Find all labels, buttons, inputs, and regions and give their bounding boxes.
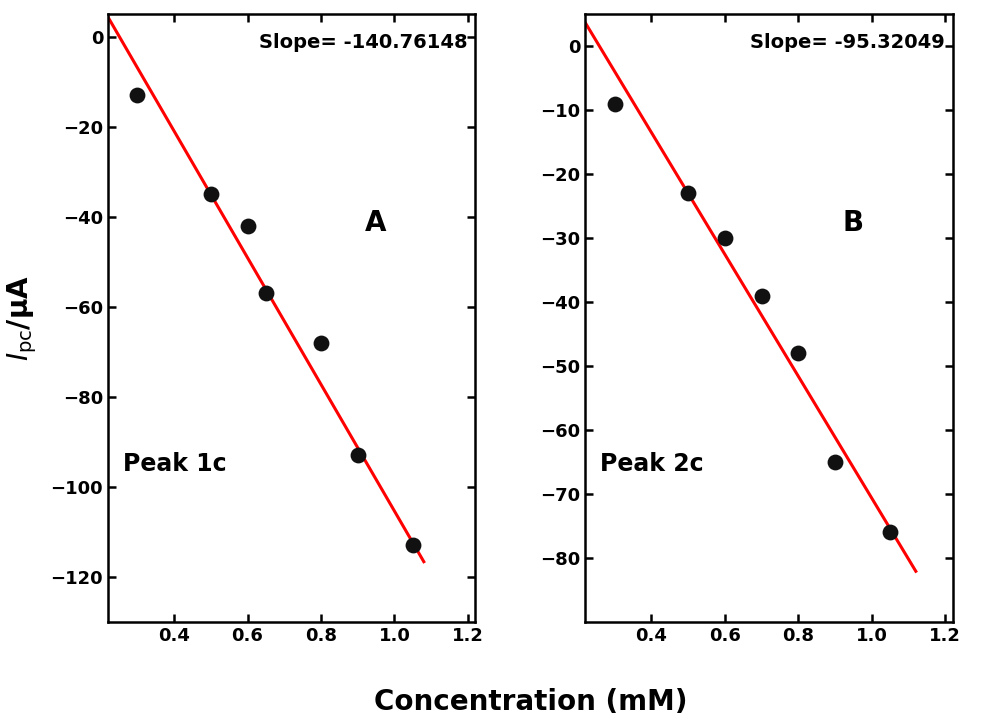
- Point: [258, 288, 274, 299]
- Point: [791, 348, 806, 359]
- Text: Peak 1c: Peak 1c: [123, 452, 226, 476]
- Text: Peak 2c: Peak 2c: [600, 452, 704, 476]
- Text: Concentration (mM): Concentration (mM): [373, 688, 687, 716]
- Point: [350, 450, 365, 461]
- Point: [405, 539, 420, 551]
- Point: [827, 456, 843, 468]
- Y-axis label: $\mathit{I}_{\mathrm{pc}}$/μA: $\mathit{I}_{\mathrm{pc}}$/μA: [6, 275, 39, 361]
- Text: Slope= -95.32049: Slope= -95.32049: [750, 33, 946, 51]
- Point: [754, 290, 770, 301]
- Text: B: B: [843, 209, 863, 237]
- Point: [130, 90, 145, 101]
- Point: [203, 189, 219, 200]
- Point: [882, 526, 898, 538]
- Point: [607, 98, 623, 110]
- Text: Slope= -140.76148: Slope= -140.76148: [259, 33, 467, 51]
- Text: A: A: [365, 209, 387, 237]
- Point: [717, 232, 733, 244]
- Point: [681, 188, 696, 200]
- Point: [240, 220, 255, 231]
- Point: [313, 337, 329, 348]
